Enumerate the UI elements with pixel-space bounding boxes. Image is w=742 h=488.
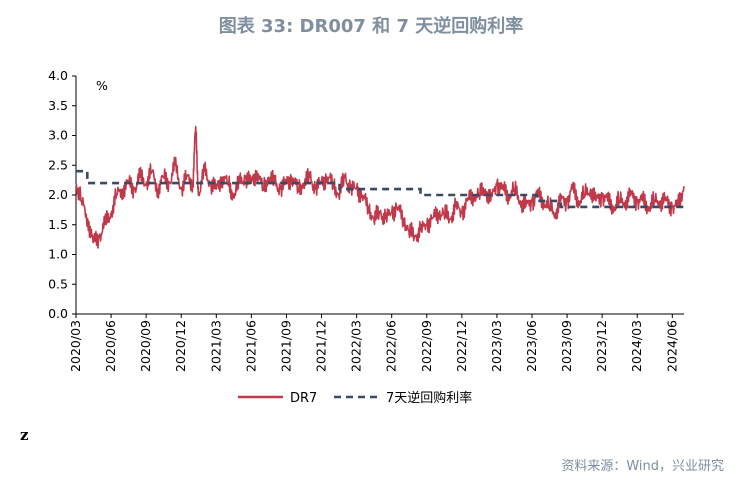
series-dr7-line <box>75 125 685 249</box>
x-tick-label: 2023/03 <box>489 320 504 372</box>
x-tick-label: 2022/06 <box>384 320 399 372</box>
x-tick-label: 2020/06 <box>103 320 118 372</box>
x-tick-label: 2022/09 <box>419 320 434 372</box>
unit-label: % <box>96 78 108 93</box>
series-layer <box>75 125 685 249</box>
legend: DR7 7天逆回购利率 <box>238 390 472 406</box>
x-tick-label: 2021/09 <box>278 320 293 372</box>
x-tick-label: 2023/09 <box>559 320 574 372</box>
x-tick-label: 2021/12 <box>314 320 329 372</box>
chart-title: 图表 33: DR007 和 7 天逆回购利率 <box>218 16 524 37</box>
y-tick-label: 3.5 <box>48 98 68 113</box>
y-tick-label: 4.0 <box>48 68 68 83</box>
y-tick-label: 1.0 <box>48 247 68 262</box>
series-reverse-repo-line <box>76 169 684 209</box>
y-tick-label: 1.5 <box>48 217 68 232</box>
axes: 0.0 0.5 1.0 1.5 2.0 2.5 3.0 3.5 4.0% 2020/03 2020/… <box>48 68 684 372</box>
x-tick-label: 2023/06 <box>524 320 539 372</box>
x-tick-label: 2020/12 <box>173 320 188 372</box>
x-tick-label: 2020/09 <box>138 320 153 372</box>
y-tick-label: 0.0 <box>48 306 68 321</box>
legend-reverse-repo-label: 7天逆回购利率 <box>386 390 472 406</box>
y-tick-label: 2.5 <box>48 157 68 172</box>
x-tick-label: 2023/12 <box>594 320 609 372</box>
footer-mark: z <box>20 426 29 444</box>
y-tick-label: 0.5 <box>48 276 68 291</box>
x-tick-label: 2021/06 <box>243 320 258 372</box>
x-tick-label: 2022/03 <box>349 320 364 372</box>
x-tick-label: 2022/12 <box>454 320 469 372</box>
y-tick-label: 2.0 <box>48 187 68 202</box>
x-tick-label: 2020/03 <box>68 320 83 372</box>
x-tick-label: 2024/06 <box>664 320 679 372</box>
x-tick-label: 2024/03 <box>629 320 644 372</box>
source-note: 资料来源：Wind，兴业研究 <box>561 459 724 474</box>
legend-dr7-label: DR7 <box>290 391 317 406</box>
x-tick-label: 2021/03 <box>208 320 223 372</box>
y-tick-label: 3.0 <box>48 128 68 143</box>
